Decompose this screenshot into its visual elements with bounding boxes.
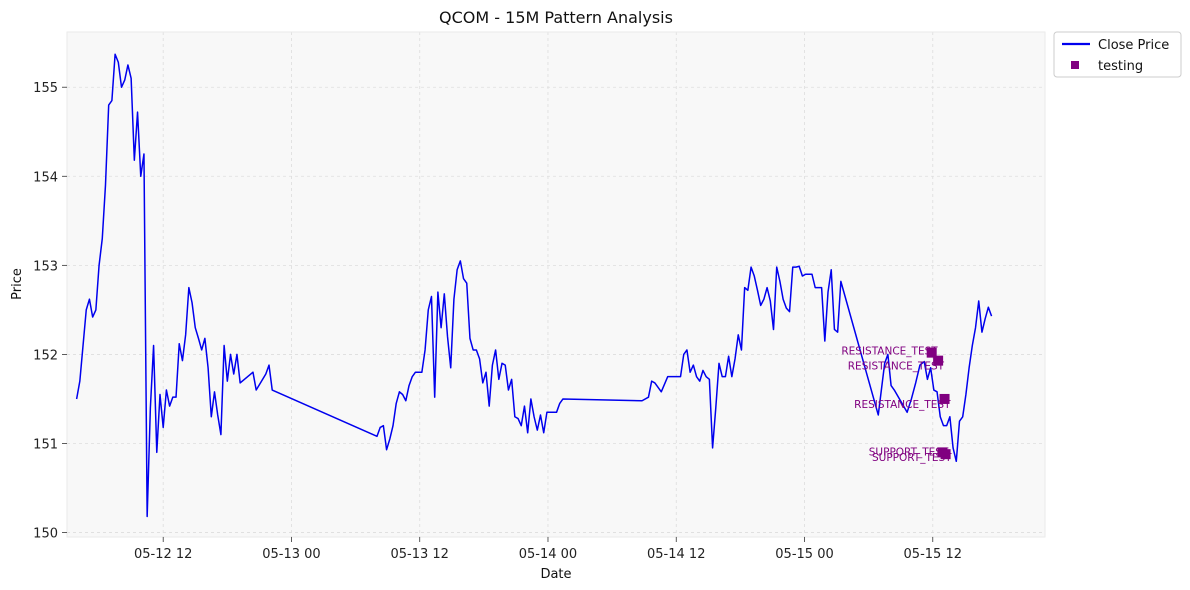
legend-label-testing: testing: [1098, 59, 1143, 74]
legend-label-close-price: Close Price: [1098, 38, 1169, 53]
testing-marker: [939, 393, 950, 404]
series-layer: [75, 53, 993, 518]
y-axis-title: Price: [10, 268, 25, 300]
y-tick-label: 150: [33, 527, 58, 542]
testing-marker: [926, 347, 937, 358]
y-tick-label: 155: [33, 81, 58, 96]
y-tick-label: 151: [33, 437, 58, 452]
annotation-label: RESISTANCE_TEST: [841, 346, 938, 358]
plot-background: [67, 32, 1045, 537]
y-tick-label: 154: [33, 170, 58, 185]
legend-marker-swatch: [1071, 61, 1079, 69]
annotation-label: RESISTANCE_TEST: [854, 399, 951, 411]
testing-marker: [933, 355, 944, 366]
x-tick-label: 05-15 12: [904, 547, 962, 562]
x-tick-label: 05-14 12: [647, 547, 705, 562]
x-tick-label: 05-13 00: [262, 547, 320, 562]
x-tick-label: 05-15 00: [775, 547, 833, 562]
y-axis-ticks: 150 151 152 153 154 155: [33, 81, 67, 542]
annotation-label: SUPPORT_TEST: [872, 452, 952, 464]
annotation-layer: RESISTANCE_TEST RESISTANCE_TEST RESISTANCE…: [841, 346, 952, 465]
testing-marker: [940, 449, 951, 460]
chart-title: QCOM - 15M Pattern Analysis: [439, 8, 673, 27]
grid-lines: [67, 32, 1045, 537]
x-tick-label: 05-13 12: [390, 547, 448, 562]
plot-frame: [66, 31, 1046, 538]
legend: Close Price testing: [1053, 31, 1182, 78]
plot-border: [66, 31, 1046, 538]
x-axis-ticks: 05-12 12 05-13 00 05-13 12 05-14 00 05-14 12…: [134, 537, 962, 562]
x-tick-label: 05-12 12: [134, 547, 192, 562]
annotation-label: SUPPORT_TEST: [869, 446, 949, 458]
series-close-price-line: [75, 53, 993, 518]
annotation-label: RESISTANCE_TEST: [848, 361, 945, 373]
x-axis-title: Date: [540, 567, 571, 582]
y-tick-label: 152: [33, 348, 58, 363]
x-tick-label: 05-14 00: [519, 547, 577, 562]
y-tick-label: 153: [33, 259, 58, 274]
